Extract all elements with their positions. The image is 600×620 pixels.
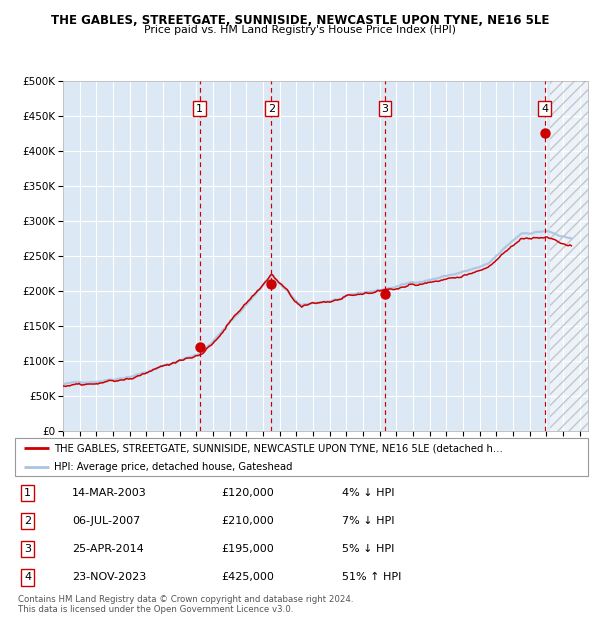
- Text: 4: 4: [541, 104, 548, 113]
- Text: 1: 1: [24, 488, 31, 498]
- Text: 2: 2: [24, 516, 31, 526]
- Text: THE GABLES, STREETGATE, SUNNISIDE, NEWCASTLE UPON TYNE, NE16 5LE: THE GABLES, STREETGATE, SUNNISIDE, NEWCA…: [51, 14, 549, 27]
- Text: £210,000: £210,000: [221, 516, 274, 526]
- Text: 25-APR-2014: 25-APR-2014: [73, 544, 144, 554]
- Text: 3: 3: [24, 544, 31, 554]
- Text: THE GABLES, STREETGATE, SUNNISIDE, NEWCASTLE UPON TYNE, NE16 5LE (detached h…: THE GABLES, STREETGATE, SUNNISIDE, NEWCA…: [54, 443, 503, 453]
- Text: £425,000: £425,000: [221, 572, 274, 582]
- Text: 23-NOV-2023: 23-NOV-2023: [73, 572, 146, 582]
- Bar: [550, 81, 588, 431]
- Text: £120,000: £120,000: [221, 488, 274, 498]
- Text: 4% ↓ HPI: 4% ↓ HPI: [341, 488, 394, 498]
- Text: 3: 3: [382, 104, 388, 113]
- Text: 7% ↓ HPI: 7% ↓ HPI: [341, 516, 394, 526]
- Bar: [550, 81, 588, 431]
- Text: 1: 1: [196, 104, 203, 113]
- Text: 5% ↓ HPI: 5% ↓ HPI: [341, 544, 394, 554]
- Text: 4: 4: [24, 572, 31, 582]
- Text: HPI: Average price, detached house, Gateshead: HPI: Average price, detached house, Gate…: [54, 461, 292, 472]
- Text: Price paid vs. HM Land Registry's House Price Index (HPI): Price paid vs. HM Land Registry's House …: [144, 25, 456, 35]
- Text: 2: 2: [268, 104, 275, 113]
- Text: £195,000: £195,000: [221, 544, 274, 554]
- Text: 51% ↑ HPI: 51% ↑ HPI: [341, 572, 401, 582]
- Text: 06-JUL-2007: 06-JUL-2007: [73, 516, 140, 526]
- Text: This data is licensed under the Open Government Licence v3.0.: This data is licensed under the Open Gov…: [18, 605, 293, 614]
- Text: Contains HM Land Registry data © Crown copyright and database right 2024.: Contains HM Land Registry data © Crown c…: [18, 595, 353, 604]
- Text: 14-MAR-2003: 14-MAR-2003: [73, 488, 147, 498]
